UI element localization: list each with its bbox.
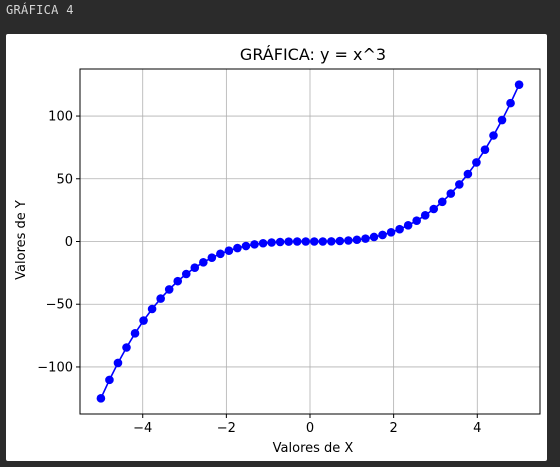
data-point — [292, 237, 302, 246]
data-point — [412, 216, 421, 225]
data-point — [403, 221, 413, 230]
data-point — [275, 237, 285, 247]
data-point — [250, 240, 259, 249]
chart: −4 −2 0 2 4 −100 −50 0 50 100 GRÁFICA: y = x^3 V… — [14, 45, 541, 456]
x-axis-ticks: −4 −2 0 2 4 — [133, 414, 481, 436]
y-tick-label: −100 — [37, 360, 73, 375]
data-point — [122, 343, 131, 352]
data-point — [514, 80, 524, 89]
data-point — [463, 169, 473, 179]
y-tick-label: 100 — [48, 110, 73, 125]
data-point — [267, 238, 276, 247]
x-tick-label: 0 — [306, 421, 314, 436]
data-point — [173, 276, 183, 286]
data-point — [378, 230, 387, 240]
data-point — [284, 237, 293, 246]
data-point — [420, 210, 430, 220]
y-axis-label: Valores de Y — [14, 200, 29, 280]
data-point — [506, 98, 515, 108]
data-point — [369, 232, 379, 242]
data-point — [224, 246, 234, 255]
cell-header: GRÁFICA 4 — [0, 0, 560, 28]
data-point — [190, 263, 200, 273]
data-point — [301, 237, 311, 246]
data-point — [233, 243, 242, 253]
data-point — [199, 258, 208, 267]
data-point — [216, 249, 225, 259]
data-point — [113, 358, 123, 368]
data-point — [455, 180, 464, 189]
data-point — [130, 329, 140, 338]
x-axis-label: Valores de X — [273, 441, 354, 456]
data-point — [96, 394, 106, 403]
data-point — [352, 235, 362, 245]
data-point — [147, 304, 157, 314]
x-tick-label: −2 — [217, 421, 236, 436]
data-point — [156, 294, 165, 303]
data-point — [386, 228, 396, 237]
data-point — [489, 131, 498, 140]
data-point — [258, 238, 268, 248]
data-point — [437, 197, 447, 207]
data-point — [309, 237, 319, 246]
data-point — [497, 115, 507, 125]
data-point — [429, 204, 439, 214]
data-point — [335, 236, 345, 246]
data-point — [207, 253, 217, 262]
data-point — [241, 241, 251, 251]
cell-output: −4 −2 0 2 4 −100 −50 0 50 100 GRÁFICA: y = x^3 V… — [6, 34, 547, 461]
y-tick-label: −50 — [46, 298, 73, 313]
data-point — [164, 285, 174, 294]
data-point — [139, 316, 148, 325]
chart-title: GRÁFICA: y = x^3 — [240, 45, 386, 64]
y-axis-ticks: −100 −50 0 50 100 — [37, 110, 80, 375]
data-point — [344, 236, 353, 245]
y-tick-label: 50 — [56, 172, 73, 187]
x-tick-label: 2 — [389, 421, 397, 436]
data-point — [446, 189, 456, 198]
data-point — [480, 145, 490, 154]
y-tick-label: 0 — [65, 235, 73, 250]
data-point — [361, 234, 370, 243]
data-point — [181, 269, 191, 279]
x-tick-label: 4 — [473, 421, 481, 436]
data-point — [327, 237, 336, 246]
data-point — [105, 375, 114, 385]
data-point — [318, 237, 328, 246]
data-point — [395, 224, 404, 234]
series-points — [96, 80, 524, 403]
data-point — [472, 158, 481, 167]
x-tick-label: −4 — [133, 421, 152, 436]
cell-header-label: GRÁFICA 4 — [6, 3, 74, 17]
